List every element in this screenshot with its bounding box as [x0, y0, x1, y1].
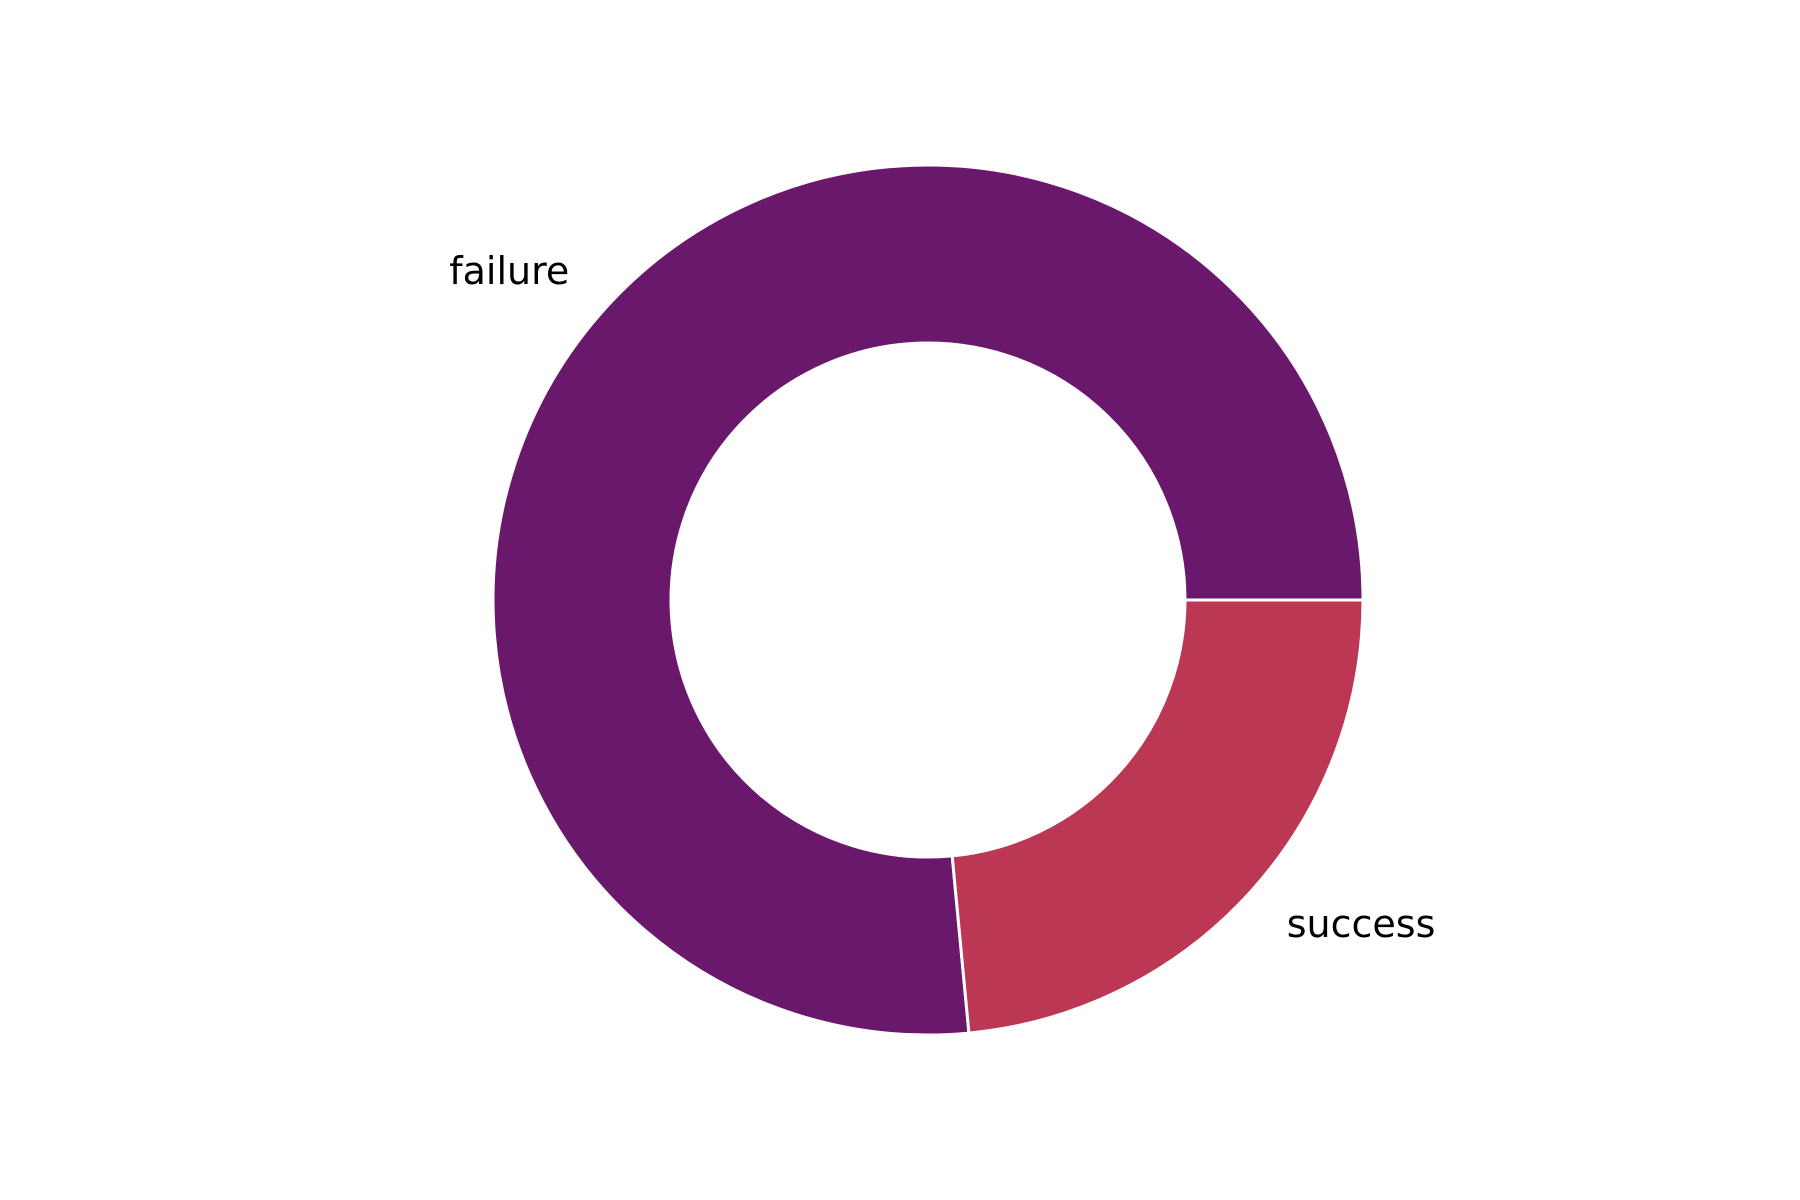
- slice-success: [952, 600, 1363, 1033]
- slice-label-success: success: [1287, 902, 1436, 946]
- donut-slices: [493, 165, 1363, 1035]
- slice-label-failure: failure: [449, 249, 569, 293]
